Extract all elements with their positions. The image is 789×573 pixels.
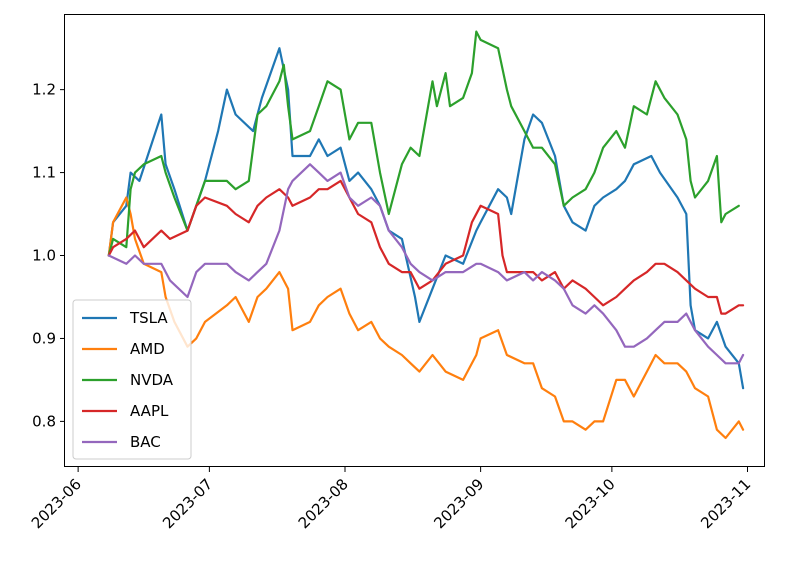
legend-label-amd: AMD: [130, 340, 165, 358]
y-tick-label: 0.9: [32, 329, 56, 347]
legend-box: [72, 299, 192, 460]
legend-label-nvda: NVDA: [130, 371, 174, 389]
legend-label-aapl: AAPL: [130, 402, 169, 420]
x-tick-label: 2023-10: [562, 475, 619, 532]
series-line-tsla: [107, 47, 745, 390]
plot-frame: [64, 14, 765, 467]
y-axis: 0.8 0.9 1.0 1.1 1.2: [32, 81, 65, 430]
y-tick-label: 1.0: [32, 247, 56, 265]
x-tick-label: 2023-09: [430, 475, 487, 532]
x-tick-label: 2023-11: [697, 475, 754, 532]
legend: TSLA AMD NVDA AAPL BAC: [72, 299, 192, 460]
series-line-aapl: [107, 179, 745, 315]
x-axis: 2023-06 2023-07 2023-08 2023-09 2023-10 2023-…: [28, 467, 754, 532]
legend-label-bac: BAC: [130, 433, 161, 451]
x-tick-label: 2023-07: [159, 475, 216, 532]
series-layer: [107, 30, 745, 440]
legend-label-tsla: TSLA: [129, 309, 168, 327]
y-tick-label: 1.2: [32, 81, 56, 99]
x-tick-label: 2023-06: [28, 475, 85, 532]
x-tick-label: 2023-08: [295, 475, 352, 532]
series-line-amd: [107, 196, 745, 440]
series-line-bac: [107, 163, 745, 365]
series-line-nvda: [107, 30, 740, 257]
y-tick-label: 0.8: [32, 412, 56, 430]
y-tick-label: 1.1: [32, 164, 56, 182]
